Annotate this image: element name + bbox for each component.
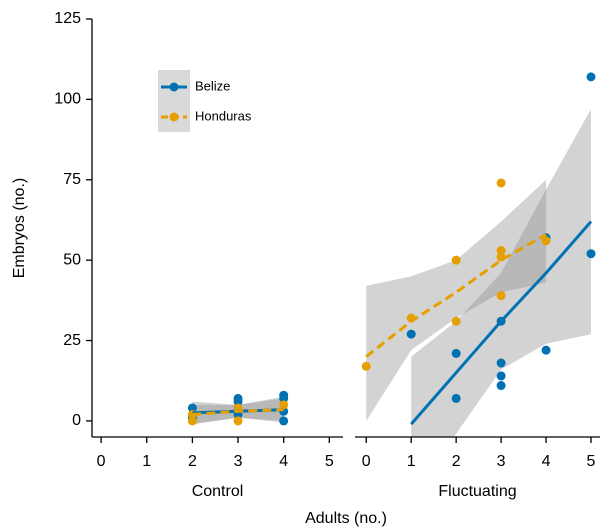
legend-marker xyxy=(169,82,179,92)
x-tick-label: 2 xyxy=(452,453,461,470)
legend-key-background xyxy=(158,70,190,132)
x-tick-label: 5 xyxy=(325,453,334,470)
facet-title: Fluctuating xyxy=(438,483,516,500)
x-tick-label: 4 xyxy=(542,453,551,470)
y-axis-label: Embryos (no.) xyxy=(11,178,28,278)
data-point xyxy=(541,236,551,246)
data-point xyxy=(451,393,461,403)
x-tick-label: 1 xyxy=(142,453,151,470)
x-tick-label: 4 xyxy=(279,453,288,470)
y-tick-label: 0 xyxy=(72,412,81,429)
facet-title: Control xyxy=(192,483,244,500)
x-tick-label: 1 xyxy=(407,453,416,470)
data-point xyxy=(451,316,461,326)
confidence-band xyxy=(366,179,547,421)
x-tick-label: 3 xyxy=(234,453,243,470)
panel xyxy=(187,390,289,426)
data-point xyxy=(233,416,243,426)
data-point xyxy=(496,371,506,381)
legend-marker xyxy=(169,112,179,122)
data-point xyxy=(496,178,506,188)
x-tick-label: 0 xyxy=(97,453,106,470)
data-point xyxy=(361,361,371,371)
data-point xyxy=(406,329,416,339)
data-point xyxy=(496,246,506,256)
x-tick-label: 0 xyxy=(362,453,371,470)
data-point xyxy=(541,345,551,355)
x-tick-label: 2 xyxy=(188,453,197,470)
panel xyxy=(361,72,596,437)
data-point xyxy=(233,397,243,407)
data-point xyxy=(496,291,506,301)
fit-line xyxy=(410,220,593,426)
y-tick-label: 125 xyxy=(54,10,81,27)
y-tick-label: 50 xyxy=(63,251,81,268)
data-point xyxy=(279,416,289,426)
x-axis-label: Adults (no.) xyxy=(305,510,387,527)
data-point xyxy=(586,249,596,259)
data-point xyxy=(187,416,197,426)
fit-line xyxy=(192,408,284,416)
data-point xyxy=(586,72,596,82)
data-point xyxy=(279,400,289,410)
y-tick-label: 25 xyxy=(63,332,81,349)
data-point xyxy=(279,393,289,403)
data-point xyxy=(451,348,461,358)
x-tick-label: 5 xyxy=(587,453,596,470)
y-tick-label: 100 xyxy=(54,91,81,108)
data-point xyxy=(496,358,506,368)
data-point xyxy=(451,255,461,265)
legend-label: Belize xyxy=(195,78,230,93)
data-point xyxy=(496,381,506,391)
x-tick-label: 3 xyxy=(497,453,506,470)
fit-line xyxy=(365,233,547,358)
y-tick-label: 75 xyxy=(63,171,81,188)
data-point xyxy=(187,403,197,413)
legend-label: Honduras xyxy=(195,108,252,123)
